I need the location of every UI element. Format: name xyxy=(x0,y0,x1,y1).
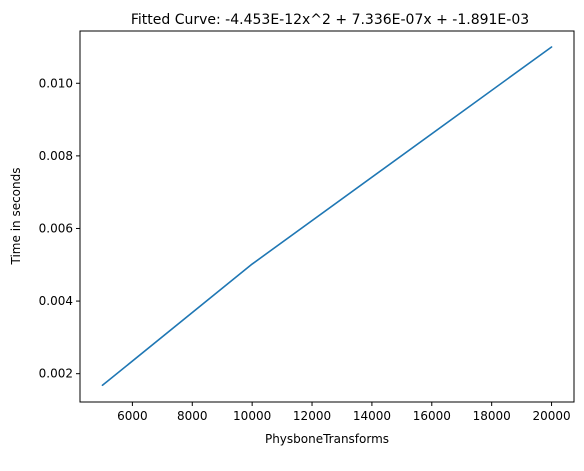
y-axis-label: Time in seconds xyxy=(9,168,23,266)
y-tick-label: 0.004 xyxy=(39,294,73,308)
x-tick-label: 12000 xyxy=(293,409,331,423)
axes-frame xyxy=(79,30,575,403)
x-tick-label: 6000 xyxy=(117,409,148,423)
y-tick-label: 0.002 xyxy=(39,367,73,381)
x-tick-label: 14000 xyxy=(353,409,391,423)
x-tick-label: 20000 xyxy=(532,409,570,423)
x-tick-label: 10000 xyxy=(233,409,271,423)
chart-title: Fitted Curve: -4.453E-12x^2 + 7.336E-07x… xyxy=(131,12,529,28)
y-axis-ticks: 0.002 0.004 0.006 0.008 0.010 xyxy=(39,76,80,381)
y-tick-label: 0.008 xyxy=(39,149,73,163)
y-tick-label: 0.006 xyxy=(39,221,73,235)
plot-area xyxy=(101,46,553,387)
x-axis-ticks: 6000 8000 10000 12000 14000 16000 18000 20000 xyxy=(117,402,571,423)
series-line xyxy=(101,46,553,387)
x-axis-label: PhysboneTransforms xyxy=(265,432,389,446)
x-tick-label: 16000 xyxy=(413,409,451,423)
y-tick-label: 0.010 xyxy=(39,76,73,90)
x-tick-label: 8000 xyxy=(177,409,208,423)
x-tick-label: 18000 xyxy=(473,409,511,423)
